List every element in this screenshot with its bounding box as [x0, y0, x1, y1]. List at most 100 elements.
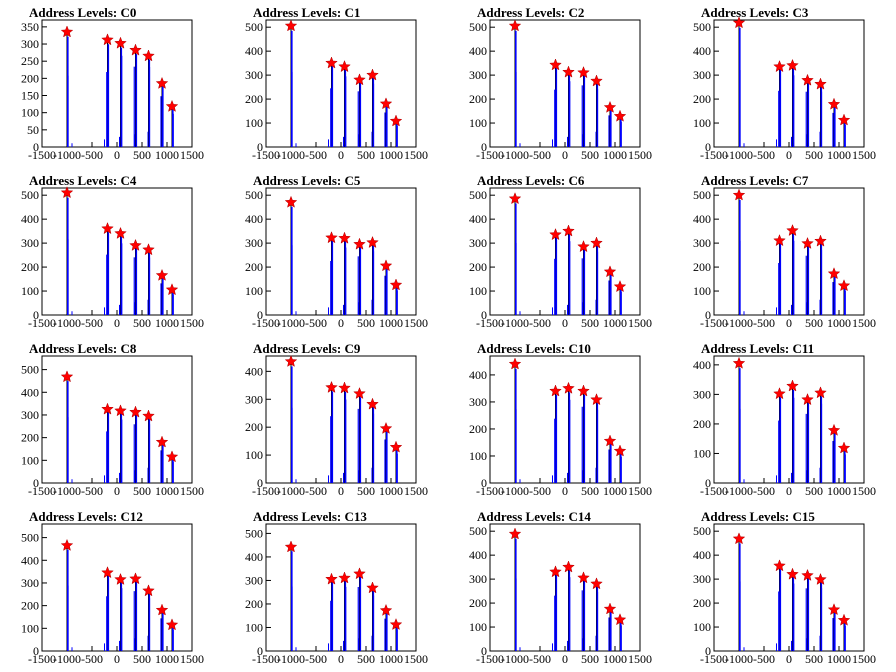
x-tick-label: 1000	[603, 652, 627, 666]
x-tick-label: 1000	[155, 652, 179, 666]
x-tick-label: 500	[581, 148, 599, 162]
x-tick-label: 1500	[180, 316, 204, 330]
peak-star-marker	[549, 384, 562, 397]
chart-panel: Address Levels: C80100200300400500-1500-…	[21, 341, 204, 498]
x-tick-label: 1000	[827, 484, 851, 498]
y-tick-label: 300	[21, 236, 39, 250]
x-tick-label: 500	[133, 316, 151, 330]
peak-star-marker	[353, 237, 366, 250]
chart-panel: Address Levels: C14 0 100 200 300 400 500 -1500…	[469, 509, 652, 666]
plot-frame	[489, 187, 641, 316]
x-tick-label: 1500	[628, 316, 652, 330]
peak-star-marker	[155, 76, 169, 89]
y-tick-label: 300	[469, 395, 487, 409]
peak-star-marker	[114, 572, 127, 585]
x-tick-label: 0	[338, 652, 344, 666]
x-tick-label: -1500	[28, 484, 56, 498]
y-tick-label: 0	[33, 644, 39, 658]
peak-star-marker	[562, 381, 575, 394]
peak-star-marker	[801, 393, 814, 406]
y-tick-label: 200	[693, 417, 711, 431]
chart-panel: Address Levels: C50100200300400500-1500-…	[245, 173, 428, 330]
peak-star-marker	[101, 33, 114, 46]
peak-star-marker	[284, 354, 298, 367]
y-tick-label: 300	[693, 387, 711, 401]
y-tick-label: 200	[21, 71, 39, 85]
peak-star-marker	[827, 267, 841, 280]
y-tick-label: 400	[21, 553, 39, 567]
x-tick-label: 1500	[852, 148, 876, 162]
peak-star-marker	[366, 68, 379, 81]
y-tick-label: 400	[21, 385, 39, 399]
x-tick-label: -1000	[725, 652, 753, 666]
x-tick-label: 500	[805, 652, 823, 666]
x-tick-label: 0	[338, 316, 344, 330]
y-tick-label: 300	[21, 37, 39, 51]
y-tick-label: 200	[21, 599, 39, 613]
x-tick-label: 500	[581, 652, 599, 666]
y-tick-label: 0	[481, 476, 487, 490]
chart-title: Address Levels: C4	[29, 173, 137, 188]
peak-star-marker	[508, 527, 522, 540]
y-tick-label: 400	[469, 548, 487, 562]
x-tick-label: 1500	[628, 652, 652, 666]
y-tick-label: 500	[469, 20, 487, 34]
y-tick-label: 400	[21, 212, 39, 226]
x-tick-label: -500	[529, 148, 551, 162]
chart-panel: Address Levels: C30100200300400500-1500-…	[693, 5, 876, 162]
peak-star-marker	[773, 60, 786, 73]
peak-star-marker	[325, 231, 338, 244]
x-tick-label: -500	[529, 484, 551, 498]
chart-panel: Address Levels: C12 0 100 200 300 400 500 -1500…	[21, 509, 204, 666]
y-tick-label: 100	[245, 448, 263, 462]
peak-star-marker	[114, 36, 127, 49]
peak-star-marker	[837, 113, 851, 126]
peak-star-marker	[129, 405, 142, 418]
peak-star-marker	[284, 19, 298, 32]
peak-star-marker	[114, 404, 127, 417]
peak-star-marker	[165, 450, 179, 463]
x-tick-label: 1000	[603, 484, 627, 498]
y-tick-label: 350	[21, 20, 39, 34]
peak-star-marker	[837, 613, 851, 626]
peak-star-marker	[827, 603, 841, 616]
peak-star-marker	[284, 540, 298, 553]
x-tick-label: -1000	[53, 484, 81, 498]
y-tick-label: 100	[21, 621, 39, 635]
x-tick-label: -500	[753, 148, 775, 162]
y-tick-label: 100	[469, 116, 487, 130]
y-tick-label: 300	[21, 408, 39, 422]
x-tick-label: -1000	[725, 316, 753, 330]
x-tick-label: 0	[114, 148, 120, 162]
peak-star-marker	[366, 397, 379, 410]
x-tick-label: 0	[114, 484, 120, 498]
peak-star-marker	[827, 97, 841, 110]
x-tick-label: 0	[338, 148, 344, 162]
y-tick-label: 200	[21, 431, 39, 445]
x-tick-label: -500	[753, 652, 775, 666]
peak-star-marker	[353, 567, 366, 580]
peak-star-marker	[508, 19, 522, 32]
y-tick-label: 300	[469, 572, 487, 586]
x-tick-label: -1500	[700, 316, 728, 330]
chart-title: Address Levels: C12	[29, 509, 143, 524]
x-tick-label: 1500	[404, 148, 428, 162]
y-tick-label: 500	[21, 188, 39, 202]
x-tick-label: -1000	[277, 316, 305, 330]
y-tick-label: 100	[693, 116, 711, 130]
x-tick-label: 500	[357, 484, 375, 498]
peak-star-marker	[732, 356, 746, 369]
peak-star-marker	[155, 435, 169, 448]
y-tick-label: 500	[469, 524, 487, 538]
y-tick-label: 200	[693, 92, 711, 106]
peak-star-marker	[379, 421, 393, 434]
y-tick-label: 300	[245, 392, 263, 406]
x-tick-label: -500	[305, 652, 327, 666]
peak-star-marker	[603, 265, 617, 278]
y-tick-label: 0	[705, 140, 711, 154]
peak-star-marker	[562, 65, 575, 78]
x-tick-label: 1000	[603, 148, 627, 162]
plot-frame	[265, 187, 417, 316]
x-tick-label: 1000	[155, 316, 179, 330]
y-tick-label: 0	[257, 308, 263, 322]
